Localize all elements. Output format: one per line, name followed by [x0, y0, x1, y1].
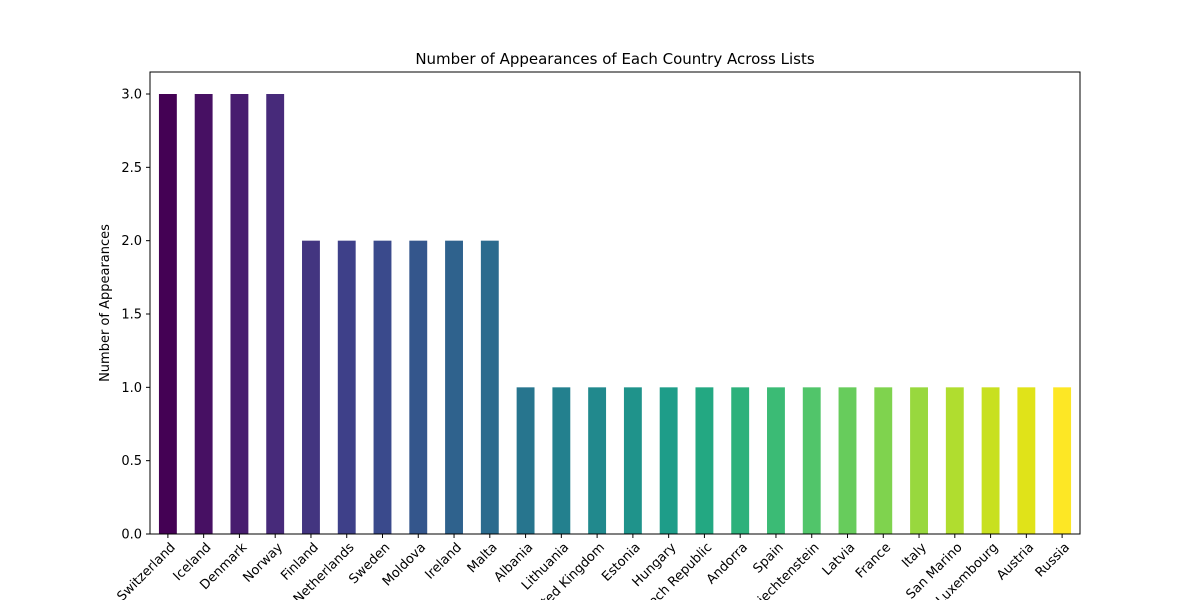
bar-france [874, 387, 893, 534]
bars-group [158, 94, 1072, 534]
x-axis: SwitzerlandIcelandDenmarkNorwayFinlandNe… [114, 534, 1073, 600]
y-axis-label: Number of Appearances [98, 224, 113, 382]
bar-switzerland [158, 94, 177, 534]
chart-title: Number of Appearances of Each Country Ac… [415, 50, 815, 68]
bar-austria [1017, 387, 1036, 534]
y-axis: 0.0 0.5 1.0 1.5 2.0 2.5 3.0 [121, 88, 150, 543]
y-tick-label: 3.0 [121, 88, 142, 103]
bar-andorra [731, 387, 750, 534]
bar-czech-republic [695, 387, 714, 534]
y-tick-label: 1.0 [121, 381, 142, 396]
bar-finland [302, 240, 320, 534]
bar-russia [1053, 387, 1072, 534]
bar-ireland [445, 240, 463, 534]
x-tick-label: France [853, 540, 894, 581]
x-tick-label: Ireland [422, 540, 464, 582]
bar-hungary [659, 387, 678, 534]
x-tick-label: Switzerland [114, 540, 178, 600]
bar-san-marino [945, 387, 964, 534]
x-tick-label: Italy [899, 540, 930, 571]
plot-frame [149, 71, 1081, 535]
bar-sweden [373, 240, 392, 534]
x-tick-label: Russia [1033, 540, 1073, 580]
bar-estonia [623, 387, 642, 534]
bar-malta [480, 240, 499, 534]
bar-moldova [409, 240, 428, 534]
y-tick-label: 0.5 [121, 454, 142, 469]
y-tick-label: 1.5 [121, 308, 142, 323]
bar-netherlands [337, 240, 356, 534]
bar-iceland [194, 94, 213, 534]
bar-united-kingdom [588, 387, 607, 534]
bar-norway [266, 94, 285, 534]
bar-spain [767, 387, 785, 534]
bar-luxembourg [981, 387, 1000, 534]
x-tick-label: Austria [994, 540, 1037, 583]
bar-latvia [838, 387, 857, 534]
y-tick-label: 2.5 [121, 161, 142, 176]
x-tick-label: Norway [241, 540, 287, 586]
x-tick-label: Latvia [820, 540, 859, 579]
bar-liechtenstein [802, 387, 821, 534]
bar-denmark [230, 94, 249, 534]
bar-lithuania [552, 387, 571, 534]
bar-albania [516, 387, 535, 534]
y-tick-label: 0.0 [121, 528, 142, 543]
y-tick-label: 2.0 [121, 234, 142, 249]
bar-italy [910, 387, 928, 534]
